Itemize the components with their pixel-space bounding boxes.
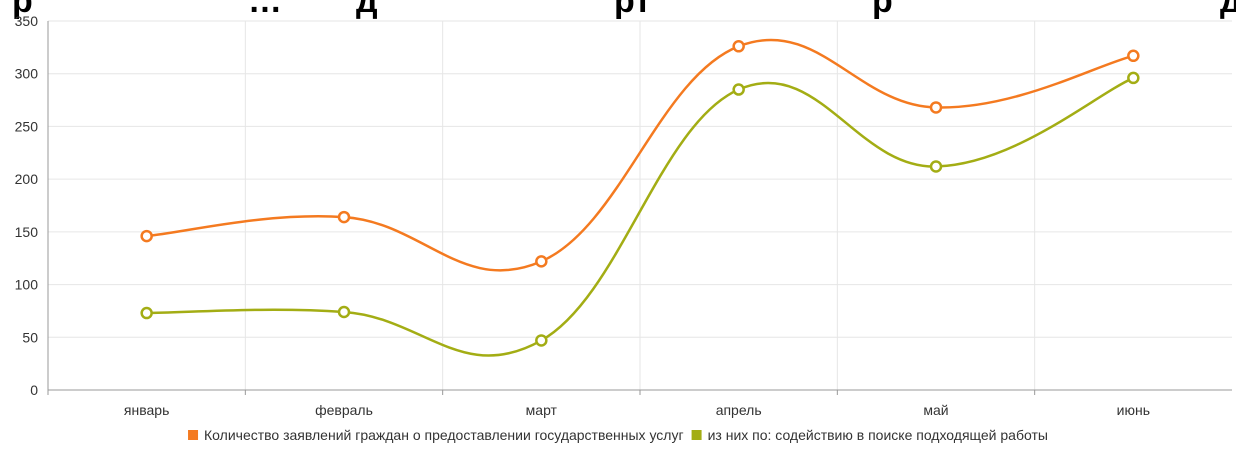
data-point[interactable] <box>140 229 153 243</box>
title-fragment: р <box>872 0 893 20</box>
legend-swatch <box>691 430 702 440</box>
x-tick-label: апрель <box>716 402 762 418</box>
legend-label: Количество заявлений граждан о предостав… <box>204 427 684 443</box>
grid <box>48 20 1232 390</box>
legend-item-2[interactable]: из них по: содействию в поиске подходяще… <box>691 427 1048 443</box>
title-fragment: … <box>248 0 282 20</box>
data-point[interactable] <box>929 101 943 114</box>
data-point[interactable] <box>929 160 943 173</box>
data-point[interactable] <box>1127 49 1140 63</box>
title-fragment: д <box>356 0 378 20</box>
y-tick-label: 0 <box>30 382 38 398</box>
series-lines <box>146 38 1134 357</box>
y-tick-label: 300 <box>15 66 39 82</box>
data-point[interactable] <box>732 40 745 53</box>
y-tick-label: 100 <box>15 277 39 293</box>
data-point[interactable] <box>732 83 745 96</box>
chart-title-fragments: р … д рт р д <box>12 0 1236 20</box>
title-fragment: р <box>12 0 33 20</box>
x-tick-label: январь <box>124 402 169 418</box>
x-tick-label: июнь <box>1117 402 1150 418</box>
data-point[interactable] <box>337 210 351 224</box>
y-tick-label: 350 <box>15 13 39 29</box>
y-tick-label: 250 <box>15 118 39 134</box>
y-tick-label: 150 <box>15 224 39 240</box>
x-tick-label: февраль <box>315 402 373 418</box>
data-point[interactable] <box>337 305 351 319</box>
x-tick-label: март <box>526 402 558 418</box>
legend-swatch <box>188 430 199 440</box>
data-point[interactable] <box>1127 71 1140 85</box>
series-line-2 <box>146 76 1134 357</box>
legend[interactable]: Количество заявлений граждан о предостав… <box>188 427 1048 443</box>
y-tick-label: 50 <box>22 329 38 345</box>
data-point[interactable] <box>535 334 548 347</box>
series-points <box>140 40 1140 347</box>
title-fragment: д <box>1220 0 1236 20</box>
legend-item-1[interactable]: Количество заявлений граждан о предостав… <box>188 427 684 443</box>
x-tick-label: май <box>923 402 948 418</box>
title-fragment: рт <box>614 0 651 20</box>
series-line-1 <box>146 38 1134 272</box>
data-point[interactable] <box>140 306 153 320</box>
y-tick-label: 200 <box>15 171 39 187</box>
axes: 0 50 100 150 200 250 300 350 январь февраль март ап… <box>15 13 1232 418</box>
data-point[interactable] <box>535 255 548 268</box>
legend-label: из них по: содействию в поиске подходяще… <box>708 427 1048 443</box>
